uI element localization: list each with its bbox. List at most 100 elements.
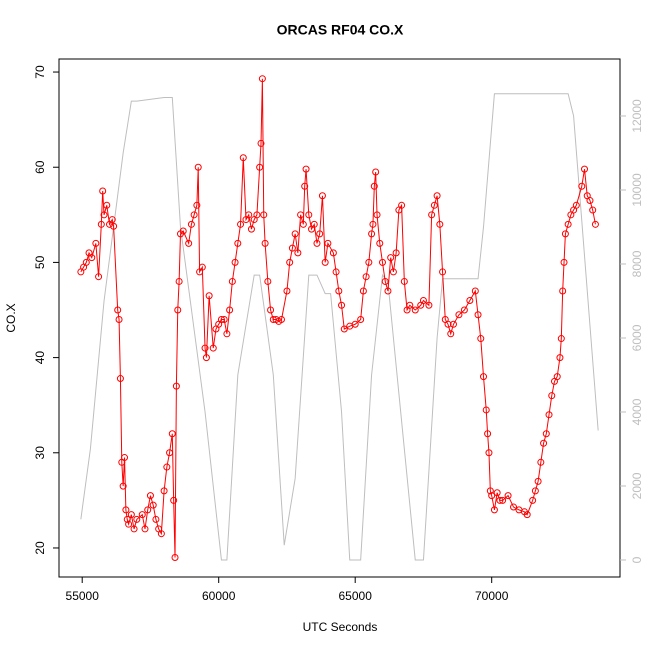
data-point — [406, 301, 414, 309]
data-point — [324, 239, 332, 247]
y-tick-label: 60 — [33, 160, 47, 174]
data-point — [157, 530, 165, 538]
data-point — [313, 239, 321, 247]
y2-tick-label: 2000 — [630, 472, 644, 499]
data-point — [122, 506, 130, 514]
data-point — [234, 239, 242, 247]
data-point — [175, 277, 183, 285]
data-point — [578, 182, 586, 190]
data-point — [133, 515, 141, 523]
x-tick-label: 60000 — [202, 589, 236, 603]
data-point — [237, 220, 245, 228]
data-point — [471, 287, 479, 295]
y2-tick-label: 8000 — [630, 250, 644, 277]
data-point — [591, 220, 599, 228]
data-point — [138, 511, 146, 519]
x-axis-label: UTC Seconds — [303, 620, 378, 634]
data-point — [545, 411, 553, 419]
data-point — [201, 344, 209, 352]
data-point — [534, 477, 542, 485]
data-point — [100, 211, 108, 219]
y-tick-label: 70 — [33, 65, 47, 79]
data-point — [260, 211, 268, 219]
data-point — [202, 354, 210, 362]
series-line — [80, 93, 599, 561]
data-point — [190, 211, 198, 219]
data-point — [305, 211, 313, 219]
data-point — [108, 216, 116, 224]
data-point — [125, 520, 133, 528]
data-point — [267, 306, 275, 314]
data-point — [171, 553, 179, 561]
data-point — [119, 482, 127, 490]
data-point — [220, 316, 228, 324]
data-point — [572, 201, 580, 209]
data-point — [439, 268, 447, 276]
data-point — [172, 382, 180, 390]
chart-title: ORCAS RF04 CO.X — [277, 22, 404, 38]
y-tick-label: 30 — [33, 446, 47, 460]
data-point — [542, 430, 550, 438]
data-point — [496, 496, 504, 504]
data-point — [376, 239, 384, 247]
data-point — [193, 201, 201, 209]
data-point — [419, 296, 427, 304]
data-point — [447, 330, 455, 338]
data-point — [332, 268, 340, 276]
data-point — [253, 211, 261, 219]
data-point — [482, 406, 490, 414]
data-point — [258, 75, 266, 83]
data-point — [321, 258, 329, 266]
data-point — [160, 487, 168, 495]
data-point — [261, 239, 269, 247]
data-point — [477, 335, 485, 343]
data-point — [466, 296, 474, 304]
data-point — [226, 306, 234, 314]
data-point — [389, 268, 397, 276]
data-point — [283, 287, 291, 295]
data-point — [474, 311, 482, 319]
data-point — [209, 344, 217, 352]
data-point — [493, 489, 501, 497]
data-point — [205, 292, 213, 300]
data-point — [589, 206, 597, 214]
y-tick-label: 40 — [33, 351, 47, 365]
data-point — [553, 373, 561, 381]
data-point — [174, 306, 182, 314]
data-point — [510, 503, 518, 511]
data-point — [146, 492, 154, 500]
data-point — [384, 287, 392, 295]
data-point — [149, 501, 157, 509]
data-point — [121, 454, 129, 462]
data-point — [398, 201, 406, 209]
data-point — [166, 449, 174, 457]
data-point — [286, 258, 294, 266]
data-point — [256, 163, 264, 171]
data-point — [114, 306, 122, 314]
data-point — [372, 168, 380, 176]
data-point — [340, 325, 348, 333]
data-point — [217, 316, 225, 324]
data-point — [436, 220, 444, 228]
data-point — [299, 220, 307, 228]
data-point — [480, 373, 488, 381]
data-point — [557, 335, 565, 343]
data-point — [231, 258, 239, 266]
series-line — [80, 78, 596, 558]
data-point — [369, 220, 377, 228]
data-point — [82, 258, 90, 266]
data-point — [152, 515, 160, 523]
data-point — [490, 506, 498, 514]
data-point — [127, 511, 135, 519]
data-point — [294, 249, 302, 257]
y-tick-label: 20 — [33, 541, 47, 555]
data-point — [381, 277, 389, 285]
data-point — [264, 277, 272, 285]
data-point — [302, 165, 310, 173]
data-point — [586, 197, 594, 205]
data-point — [351, 320, 359, 328]
data-point — [257, 139, 265, 147]
y2-tick-label: 6000 — [630, 324, 644, 351]
data-point — [486, 487, 494, 495]
